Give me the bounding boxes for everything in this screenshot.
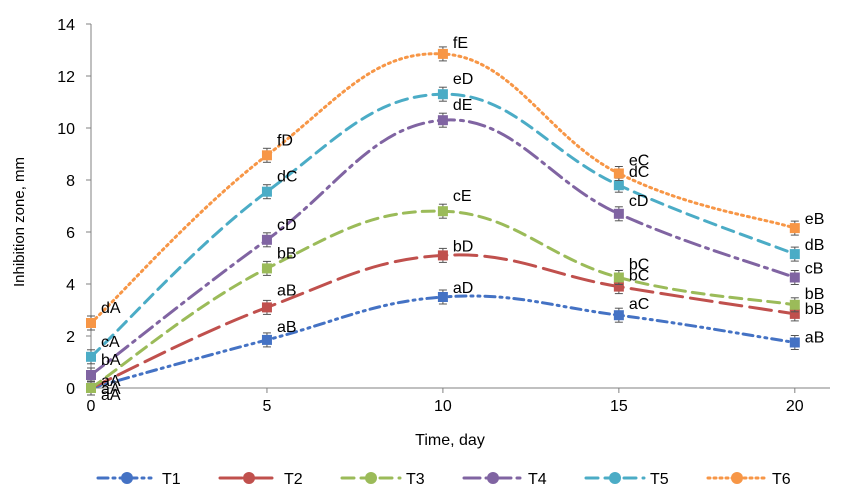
data-point-t5 <box>789 249 800 260</box>
data-point-t1 <box>261 334 272 345</box>
data-point-t2 <box>789 308 800 319</box>
data-point-t4 <box>437 115 448 126</box>
data-point-t6 <box>789 223 800 234</box>
data-label: cA <box>101 334 120 351</box>
data-point-t5 <box>437 89 448 100</box>
legend-label-t4: T4 <box>528 471 547 488</box>
data-label: dE <box>453 97 473 114</box>
data-point-t5 <box>613 180 624 191</box>
data-label: fD <box>277 132 293 149</box>
x-ticks: 0 5 10 15 20 <box>87 388 804 415</box>
series-line-t1 <box>89 294 797 390</box>
legend-swatch-marker <box>243 472 255 484</box>
data-label: fE <box>453 35 468 52</box>
data-point-t2 <box>613 281 624 292</box>
data-label: aB <box>277 282 297 299</box>
data-label: aA <box>101 387 121 404</box>
data-label: dC <box>629 164 649 181</box>
legend-swatch-marker <box>121 472 133 484</box>
data-point-t6 <box>86 318 96 328</box>
data-label: bA <box>101 352 121 369</box>
legend-label-t6: T6 <box>772 471 791 488</box>
x-tick-label: 5 <box>262 398 271 415</box>
data-point-t2 <box>437 250 448 261</box>
data-point-t4 <box>789 272 800 283</box>
y-tick-label: 12 <box>57 69 75 86</box>
data-label: eD <box>453 71 473 88</box>
data-label: aA <box>101 381 121 398</box>
y-tick-label: 10 <box>57 121 75 138</box>
y-tick-label: 4 <box>66 277 75 294</box>
x-tick-label: 10 <box>434 398 452 415</box>
data-point-t6 <box>437 48 448 59</box>
data-label: aD <box>453 280 473 297</box>
data-label: dA <box>101 300 121 317</box>
data-label: bB <box>805 286 825 303</box>
data-point-t1 <box>613 310 624 321</box>
data-label: cB <box>805 261 824 278</box>
x-tick-label: 20 <box>786 398 804 415</box>
x-tick-label: 0 <box>87 398 96 415</box>
data-label: dB <box>805 237 825 254</box>
y-tick-label: 8 <box>66 173 75 190</box>
series-line-t2 <box>89 253 797 390</box>
legend-label-t1: T1 <box>162 471 181 488</box>
data-label: cD <box>277 217 297 234</box>
data-point-t6 <box>613 168 624 179</box>
data-label: aB <box>277 319 297 336</box>
data-point-t3 <box>613 272 624 283</box>
data-label: eC <box>629 153 649 170</box>
legend-swatch-marker <box>731 472 743 484</box>
y-ticks: 0 2 4 6 8 10 12 14 <box>57 17 91 398</box>
legend-label-t2: T2 <box>284 471 303 488</box>
data-label: eB <box>805 211 825 228</box>
legend-label-t5: T5 <box>650 471 669 488</box>
data-label: aB <box>805 330 825 347</box>
data-point-t4 <box>261 234 272 245</box>
data-point-t3 <box>86 383 96 393</box>
data-label: bC <box>629 268 649 285</box>
data-label: cD <box>629 193 649 210</box>
series-line-t4 <box>89 118 797 377</box>
legend-swatch-marker <box>487 472 499 484</box>
series-points <box>86 46 800 396</box>
series-lines <box>89 52 797 390</box>
y-tick-label: 2 <box>66 329 75 346</box>
data-label: aC <box>629 296 649 313</box>
data-point-t4 <box>86 370 96 380</box>
point-labels: aA aB aD aC aB aA aB bD bC bB aA bB cE bC bB bA cD dE cD cB… <box>101 35 824 404</box>
data-label: aA <box>101 373 121 390</box>
legend: T1 T2 T3 T4 T5 T6 <box>96 471 791 488</box>
x-tick-label: 15 <box>610 398 628 415</box>
data-label: dC <box>277 169 297 186</box>
data-point-t6 <box>261 150 272 161</box>
data-point-t1 <box>437 292 448 302</box>
y-tick-label: 0 <box>66 381 75 398</box>
data-label: bD <box>453 238 473 255</box>
data-point-t3 <box>261 263 272 274</box>
data-label: bC <box>629 257 649 274</box>
data-label: bB <box>277 245 297 262</box>
y-axis-title: Inhibition zone, mm <box>11 157 28 287</box>
data-point-t5 <box>86 351 96 362</box>
data-point-t3 <box>437 206 448 217</box>
data-point-t1 <box>789 337 800 348</box>
legend-swatch-marker <box>365 472 377 484</box>
legend-swatch-marker <box>609 472 621 484</box>
legend-label-t3: T3 <box>406 471 425 488</box>
data-point-t2 <box>261 302 272 313</box>
data-label: bB <box>805 301 825 318</box>
series-line-t5 <box>89 92 797 359</box>
y-tick-label: 14 <box>57 17 75 34</box>
x-axis-title: Time, day <box>415 432 485 449</box>
y-tick-label: 6 <box>66 225 75 242</box>
data-point-t5 <box>261 186 272 197</box>
data-point-t4 <box>613 208 624 219</box>
data-point-t3 <box>789 299 800 310</box>
data-label: cE <box>453 188 472 205</box>
